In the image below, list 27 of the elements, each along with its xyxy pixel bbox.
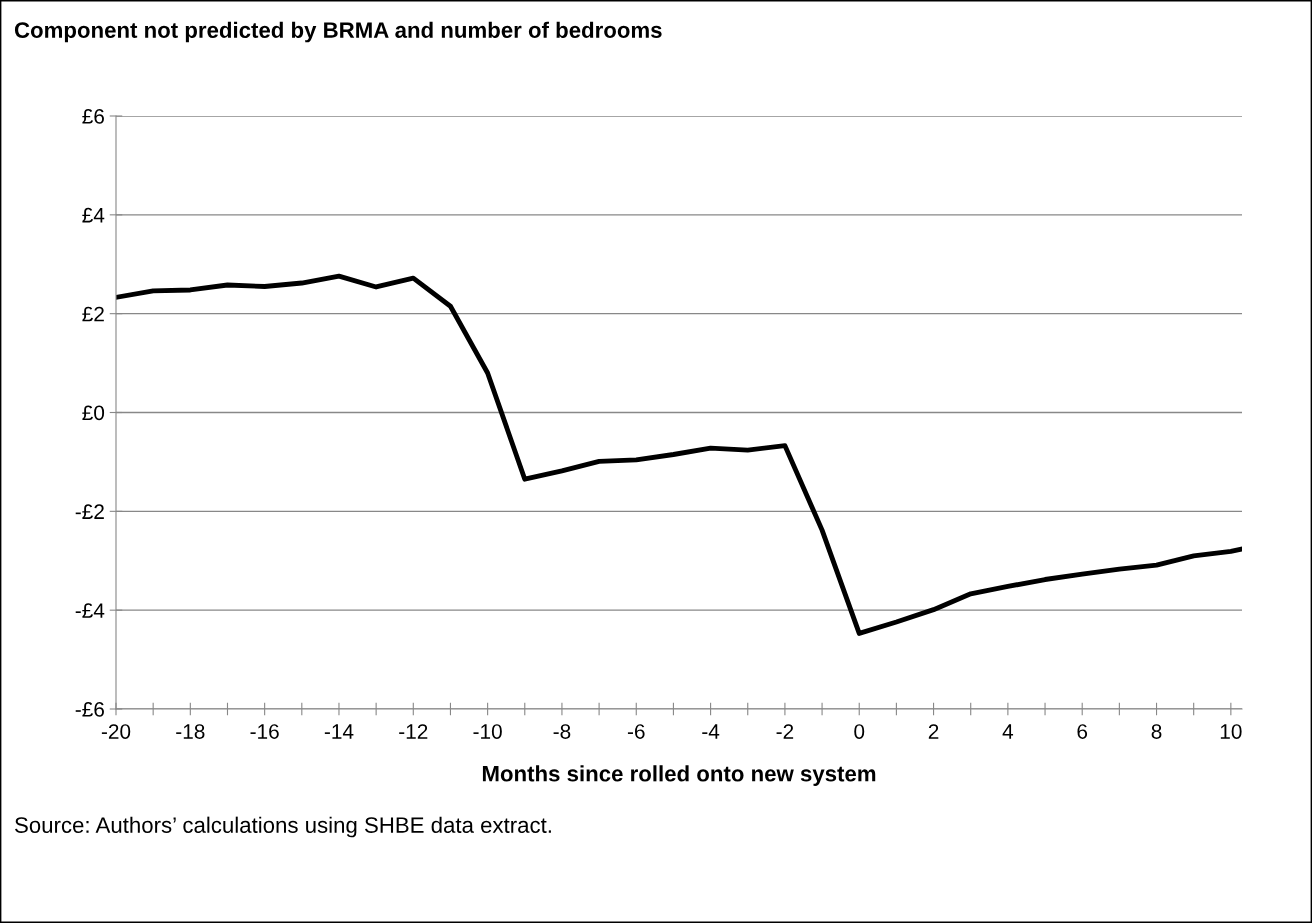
x-tick-label: -16 xyxy=(250,724,279,739)
x-tick-label: -12 xyxy=(399,724,428,739)
x-tick-label: -10 xyxy=(473,724,502,739)
y-tick-label: £2 xyxy=(82,306,104,322)
y-tick-label: -£2 xyxy=(75,504,104,519)
y-tick-label: £0 xyxy=(82,405,105,421)
x-tick-label: 2 xyxy=(928,724,939,739)
x-tick-label: -6 xyxy=(627,724,645,739)
x-tick-label: 6 xyxy=(1077,724,1088,739)
y-tick-label: £6 xyxy=(82,109,104,124)
x-tick-label: 8 xyxy=(1151,724,1162,739)
x-tick-label: -20 xyxy=(101,724,131,739)
x-tick-label: -14 xyxy=(324,724,354,739)
x-tick-label: -2 xyxy=(776,724,794,739)
y-tick-label: -£6 xyxy=(75,702,104,717)
x-tick-label: -8 xyxy=(553,724,571,739)
x-axis-title: Months since rolled onto new system xyxy=(482,765,876,786)
line-series xyxy=(116,273,1242,636)
x-tick-label: -4 xyxy=(702,724,720,739)
y-tick-label: -£4 xyxy=(75,603,105,618)
x-tick-label: -18 xyxy=(176,724,205,739)
y-tick-label: £4 xyxy=(82,207,105,223)
chart-title: Component not predicted by BRMA and number of bedrooms xyxy=(14,21,662,43)
x-tick-label: 10 xyxy=(1220,724,1242,739)
x-tick-label: 4 xyxy=(1002,724,1014,739)
x-tick-label: 0 xyxy=(854,724,865,739)
source-note: Source: Authors’ calculations using SHBE data extract. xyxy=(15,816,551,838)
